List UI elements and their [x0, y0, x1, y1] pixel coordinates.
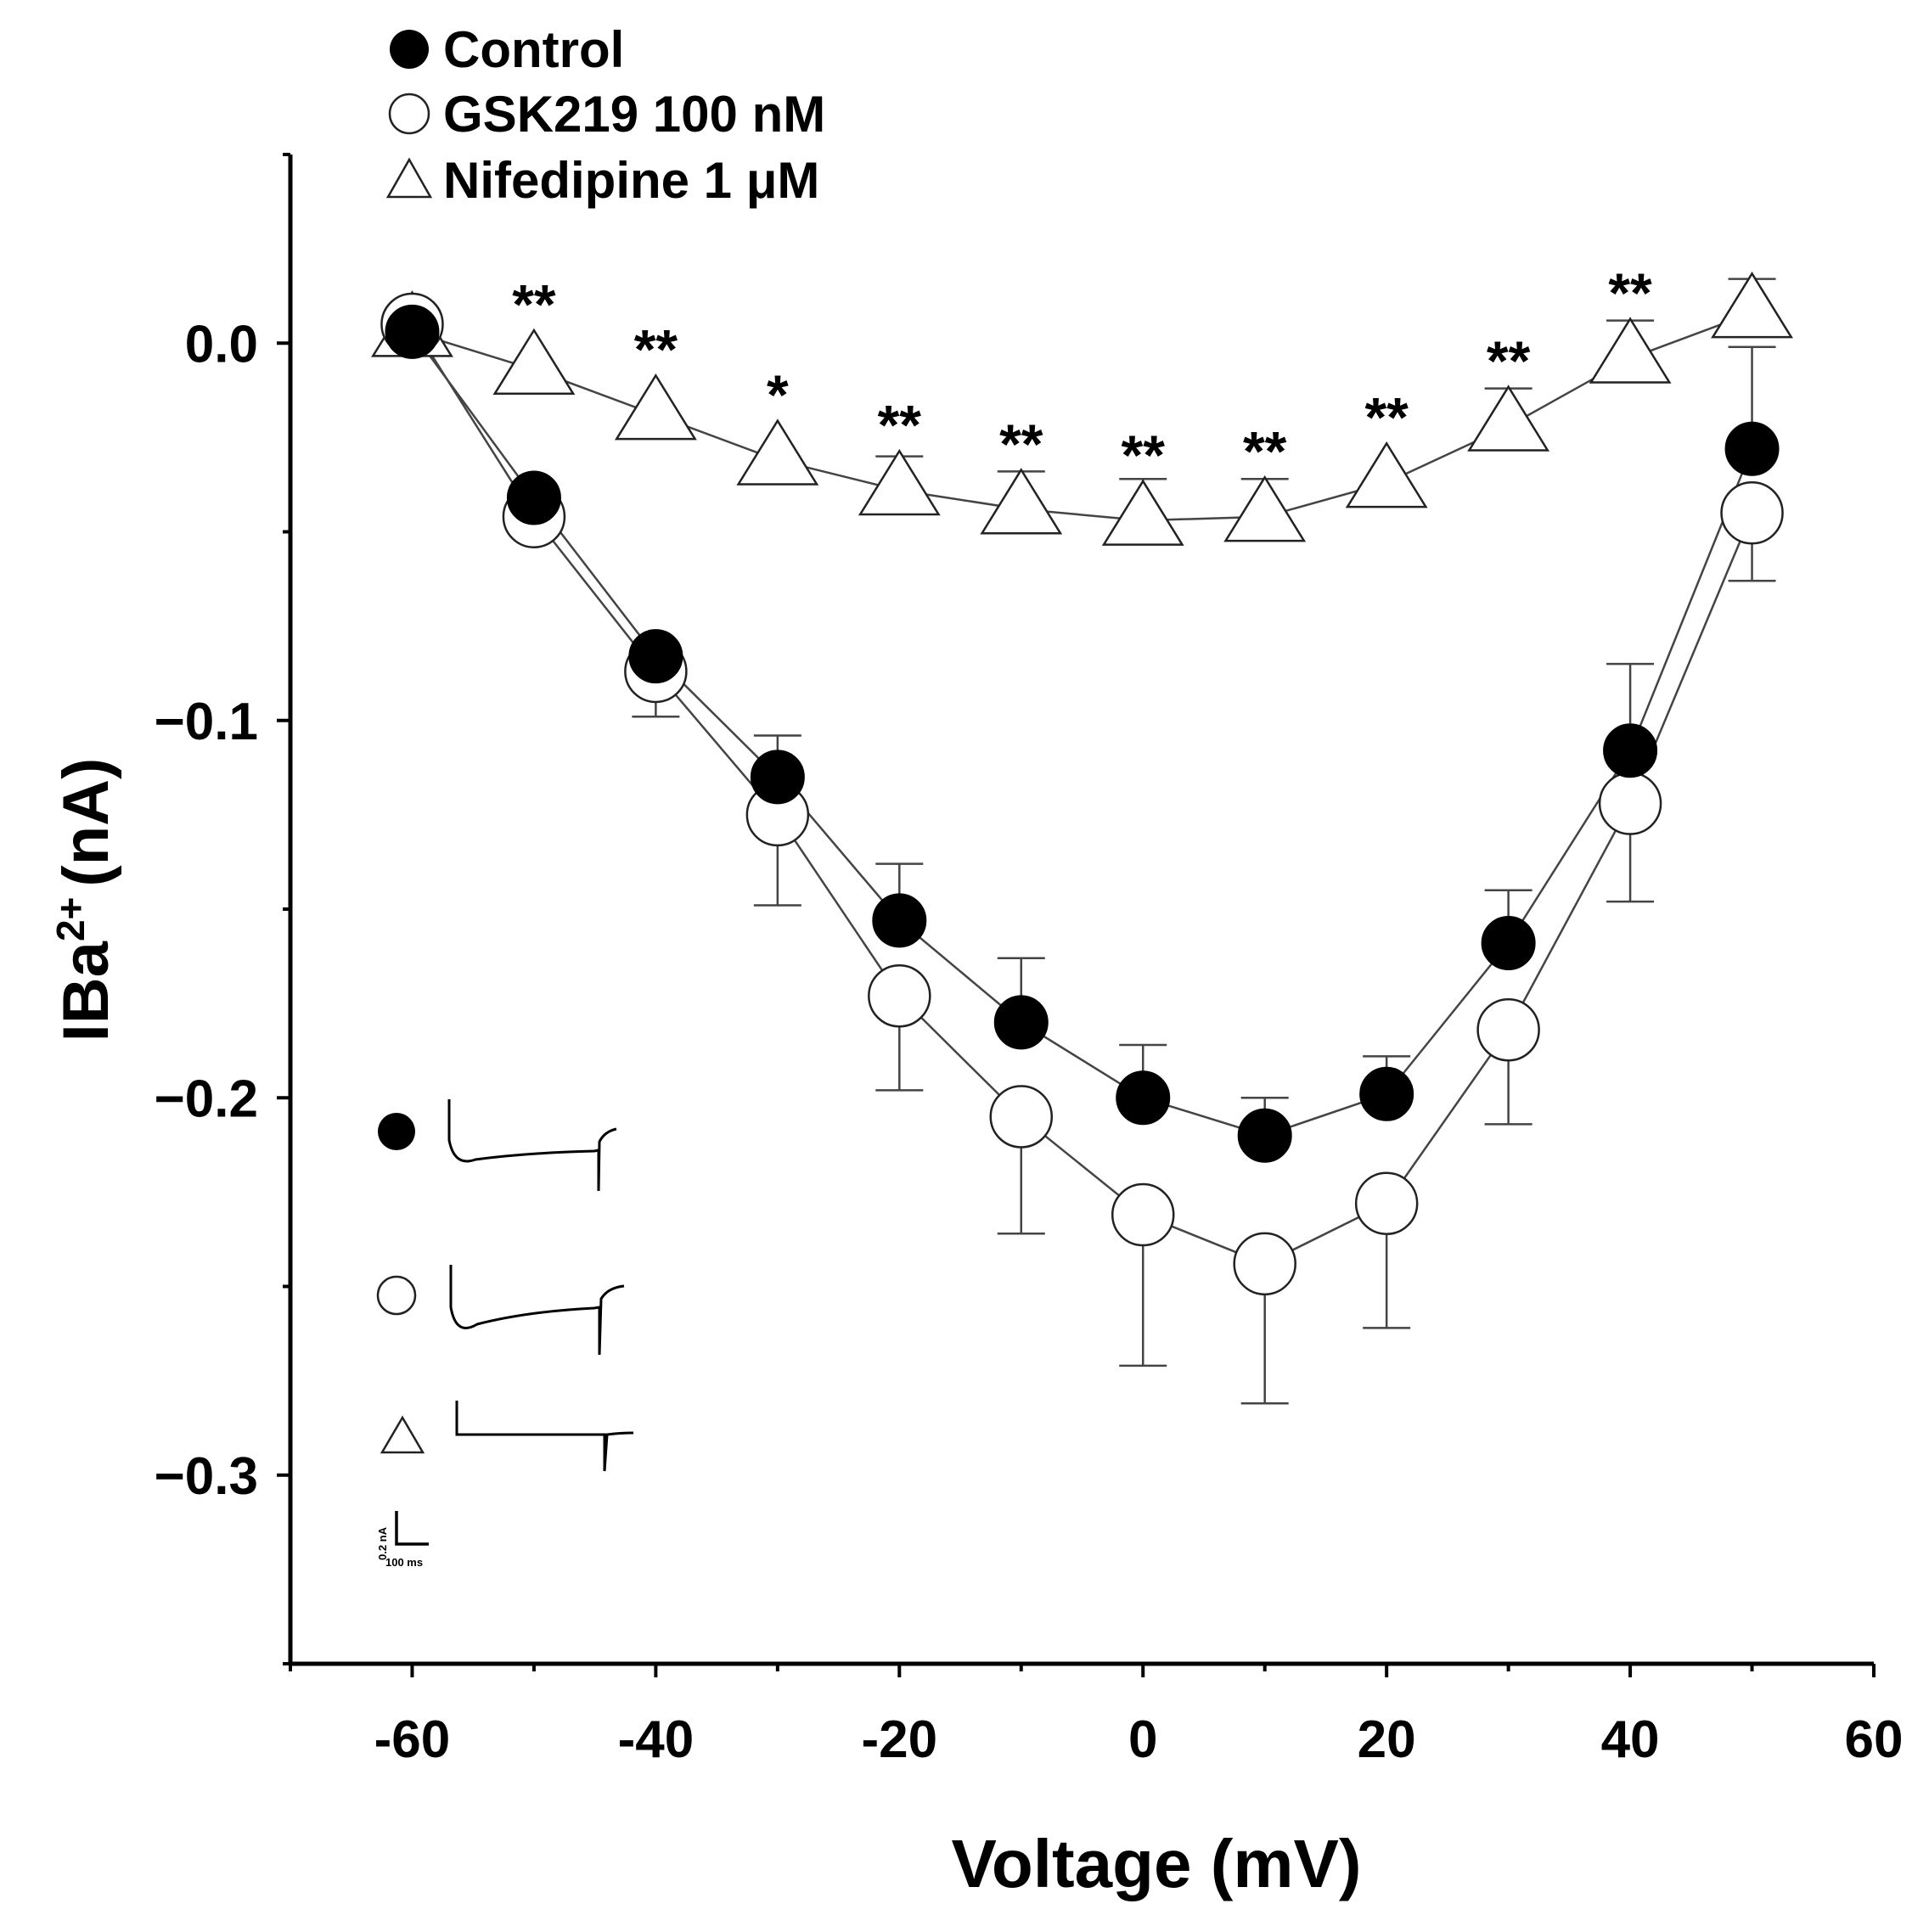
nifedipine-point	[1711, 271, 1793, 339]
y-tick-label: −0.1	[155, 693, 258, 751]
gsk219-point	[1720, 481, 1784, 545]
control-point	[1237, 1108, 1292, 1163]
x-tick-label: 60	[1845, 1710, 1904, 1769]
significance-marker: **	[634, 318, 678, 381]
gsk219-point	[1598, 772, 1662, 835]
gsk219-series-line	[411, 323, 1753, 1266]
legend-label: Control	[443, 21, 624, 78]
legend-control-marker	[390, 30, 429, 69]
legend: Control GSK219 100 nM Nifedipine 1 μM	[385, 21, 825, 209]
axes: 0.0 −0.1 −0.2 −0.3 -60 -40 -20 0 20 40 60	[155, 153, 1904, 1769]
y-tick-label: −0.3	[155, 1447, 258, 1506]
significance-marker: **	[1243, 420, 1287, 483]
gsk219-point	[1111, 1182, 1175, 1247]
control-trace	[447, 1099, 617, 1192]
nifedipine-point	[492, 328, 576, 396]
nifedipine-point	[1345, 441, 1428, 508]
nifedipine-series-line	[412, 312, 1752, 522]
gsk219-point	[1476, 997, 1540, 1062]
control-point	[1603, 723, 1658, 778]
y-tick-label: 0.0	[185, 315, 258, 373]
nifedipine-trace	[455, 1401, 634, 1472]
y-tick-label: −0.2	[155, 1070, 258, 1128]
current-trace-inset: 0.2 nA 100 ms	[376, 1099, 634, 1569]
x-tick-label: -40	[618, 1710, 695, 1769]
control-point	[506, 470, 561, 525]
control-point	[1724, 421, 1780, 476]
scale-bar-x-label: 100 ms	[385, 1556, 423, 1569]
legend-gsk219-marker	[388, 93, 430, 135]
series-lines	[411, 312, 1753, 1266]
control-point	[1359, 1066, 1414, 1121]
nifedipine-point	[614, 373, 697, 441]
scale-bar-y-label: 0.2 nA	[376, 1526, 389, 1560]
significance-marker: **	[512, 272, 556, 335]
inset-nifedipine-marker	[380, 1415, 425, 1454]
significance-marker: **	[878, 394, 922, 457]
inset-control-marker	[378, 1113, 415, 1150]
nifedipine-point	[736, 418, 819, 486]
control-point	[872, 893, 927, 948]
nifedipine-point	[1467, 385, 1550, 452]
significance-marker: **	[1122, 424, 1166, 486]
significance-annotations: ***** ** ** ** ********	[512, 261, 1652, 486]
legend-label: Nifedipine 1 μM	[443, 152, 819, 209]
gsk219-point	[868, 963, 931, 1028]
scale-bar	[395, 1511, 429, 1546]
nifedipine-point	[858, 448, 941, 516]
gsk219-trace	[449, 1265, 625, 1356]
significance-marker: **	[1608, 261, 1652, 324]
x-tick-label: 0	[1128, 1710, 1157, 1769]
legend-label: GSK219 100 nM	[443, 86, 825, 143]
nifedipine-point	[1101, 479, 1184, 546]
gsk219-point	[1233, 1232, 1296, 1296]
control-point	[628, 629, 683, 684]
x-axis-label: Voltage (mV)	[951, 1826, 1361, 1901]
significance-marker: *	[767, 363, 789, 426]
legend-nifedipine-marker	[385, 157, 433, 199]
markers	[371, 271, 1793, 1296]
x-tick-label: -20	[862, 1710, 938, 1769]
control-series-line	[411, 331, 1753, 1137]
control-point	[1116, 1070, 1171, 1126]
x-tick-label: 40	[1601, 1710, 1660, 1769]
gsk219-point	[1354, 1171, 1419, 1235]
nifedipine-point	[980, 468, 1063, 535]
control-point	[993, 995, 1049, 1050]
x-tick-label: 20	[1358, 1710, 1416, 1769]
nifedipine-point	[1589, 317, 1672, 384]
nifedipine-point	[1223, 475, 1307, 542]
significance-marker: **	[1364, 386, 1409, 449]
y-axis-label: IBa2+(nA)	[48, 758, 122, 1042]
inset-gsk219-marker	[376, 1275, 417, 1316]
control-point	[750, 750, 805, 805]
control-point	[385, 304, 440, 359]
control-point	[1481, 916, 1536, 971]
error-bars	[632, 278, 1776, 1405]
significance-marker: **	[999, 413, 1043, 475]
x-tick-label: -60	[374, 1710, 451, 1769]
significance-marker: **	[1487, 329, 1531, 392]
gsk219-point	[989, 1085, 1054, 1149]
